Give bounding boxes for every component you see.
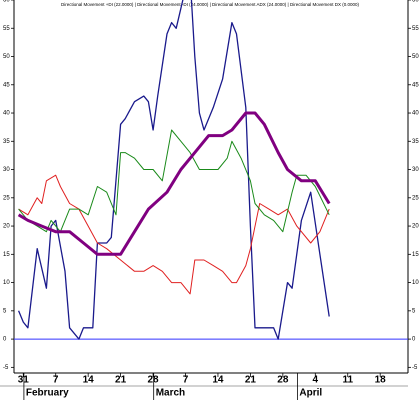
- x-tick-label: 21: [115, 375, 127, 386]
- y-tick-label: -5: [412, 365, 418, 371]
- y-tick-label: 25: [412, 195, 419, 201]
- x-tick-label: 14: [83, 375, 95, 386]
- y-tick-label: 50: [3, 54, 10, 60]
- month-label: February: [26, 388, 69, 399]
- y-tick-label: 30: [412, 167, 419, 173]
- y-tick-label: 15: [3, 252, 10, 258]
- x-tick-label: 31: [18, 375, 30, 386]
- x-tick-label: 11: [342, 375, 353, 386]
- x-tick-label: 28: [147, 375, 159, 386]
- y-tick-label: 40: [3, 111, 10, 117]
- x-tick-label: 4: [313, 375, 319, 386]
- y-tick-label: 40: [412, 111, 419, 117]
- x-tick-label: 21: [245, 375, 257, 386]
- y-tick-label: 35: [412, 139, 419, 145]
- y-tick-label: 30: [3, 167, 10, 173]
- y-tick-label: 10: [3, 280, 10, 286]
- y-tick-label: 20: [412, 224, 419, 230]
- y-tick-label: -5: [3, 365, 9, 371]
- x-tick-label: 18: [375, 375, 387, 386]
- month-label: April: [299, 388, 322, 399]
- y-tick-label: 0: [3, 337, 7, 343]
- x-tick-label: 7: [53, 375, 59, 386]
- series-line: [17, 0, 330, 340]
- y-tick-label: 60: [412, 0, 419, 4]
- y-tick-label: 0: [412, 337, 416, 343]
- y-tick-label: 10: [412, 280, 419, 286]
- y-tick-label: 5: [412, 308, 416, 314]
- month-label: March: [156, 388, 185, 399]
- series-line: [17, 111, 331, 256]
- y-tick-label: 45: [412, 82, 419, 88]
- series-line: [18, 129, 330, 233]
- y-tick-label: 15: [412, 252, 419, 258]
- chart-title: Directional Movement +DI (22.0000) | Dir…: [61, 2, 360, 7]
- x-tick-label: 7: [183, 375, 189, 386]
- series-line: [18, 174, 330, 295]
- y-tick-label: 45: [3, 82, 10, 88]
- y-tick-label: 55: [412, 26, 419, 32]
- y-tick-label: 35: [3, 139, 10, 145]
- x-tick-label: 14: [212, 375, 224, 386]
- y-tick-label: 5: [3, 308, 7, 314]
- x-tick-label: 28: [277, 375, 289, 386]
- y-tick-label: 55: [3, 26, 10, 32]
- y-tick-label: 25: [3, 195, 10, 201]
- y-tick-label: 20: [3, 224, 10, 230]
- y-tick-label: 50: [412, 54, 419, 60]
- y-tick-label: 60: [3, 0, 10, 4]
